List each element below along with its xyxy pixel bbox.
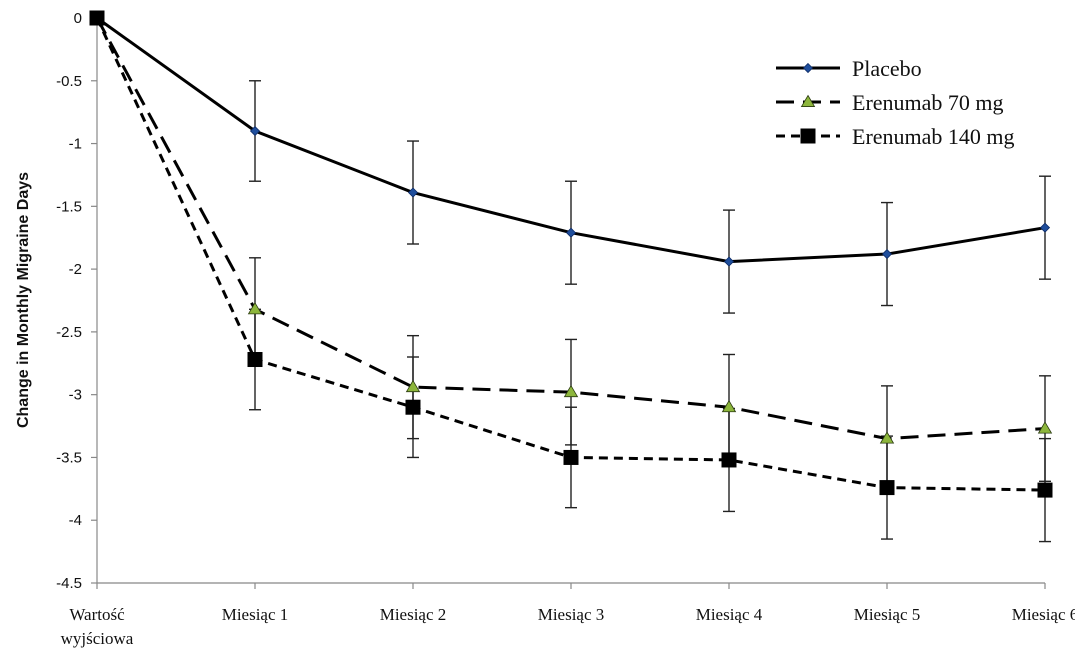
y-tick-label: -2.5 (56, 324, 82, 341)
data-point-diamond (723, 256, 735, 267)
data-point-triangle (879, 431, 895, 444)
x-tick-label: Miesiąc 2 (380, 605, 447, 624)
x-axis: Wartość wyjściowa Miesiąc 1 Miesiąc 2 Miesią… (61, 582, 1075, 648)
series-3 (89, 10, 1053, 498)
data-point-square (721, 452, 737, 468)
data-point-triangle (405, 379, 421, 393)
legend-item: Erenumab 70 mg (776, 90, 1004, 115)
y-axis-label: Change in Monthly Migraine Days (15, 172, 32, 428)
data-point-square (879, 480, 895, 496)
data-point-square (1037, 482, 1053, 498)
y-tick-label: -2 (69, 261, 82, 278)
data-point-square (89, 10, 105, 26)
data-point-square (405, 399, 421, 415)
data-point-triangle (563, 384, 579, 398)
x-tick-label: Miesiąc 1 (222, 605, 289, 624)
data-point-triangle (247, 301, 263, 315)
y-tick-label: 0 (74, 10, 82, 27)
y-axis: 0 -0.5 -1 -1.5 -2 -2.5 -3 -3.5 -4 -4.5 (56, 10, 98, 592)
y-tick-label: -1.5 (56, 198, 82, 215)
legend-item: Placebo (776, 56, 922, 81)
data-point-square (563, 449, 579, 465)
x-tick-label: Wartość wyjściowa (61, 605, 134, 648)
x-tick-label: Miesiąc 3 (538, 605, 605, 624)
data-point-square (247, 352, 263, 368)
legend-item: Erenumab 140 mg (776, 124, 1015, 149)
data-point-diamond (1039, 222, 1051, 233)
series-lines (89, 10, 1053, 498)
y-tick-label: -0.5 (56, 73, 82, 90)
y-tick-label: -3 (69, 387, 82, 404)
data-point-triangle (721, 399, 737, 413)
legend: Placebo Erenumab 70 mg Erenumab 140 mg (776, 56, 1015, 149)
x-tick-label: Miesiąc 4 (696, 605, 763, 624)
data-point-diamond (881, 248, 893, 260)
x-tick-label: Miesiąc 5 (854, 605, 921, 624)
legend-label: Erenumab 70 mg (852, 90, 1004, 115)
legend-label: Placebo (852, 56, 922, 81)
data-point-triangle (1037, 421, 1053, 434)
data-point-diamond (407, 187, 419, 198)
y-tick-label: -3.5 (56, 449, 82, 466)
legend-marker-diamond (802, 62, 814, 74)
x-tick-label: Miesiąc 6 (1012, 605, 1075, 624)
legend-label: Erenumab 140 mg (852, 124, 1015, 149)
data-point-diamond (249, 125, 261, 137)
error-bars (249, 80, 1051, 543)
y-tick-label: -4 (69, 512, 82, 529)
legend-marker-square (800, 128, 816, 144)
data-point-diamond (565, 227, 577, 238)
y-tick-label: -4.5 (56, 575, 82, 592)
y-tick-label: -1 (69, 136, 82, 153)
legend-marker-triangle (800, 94, 816, 107)
